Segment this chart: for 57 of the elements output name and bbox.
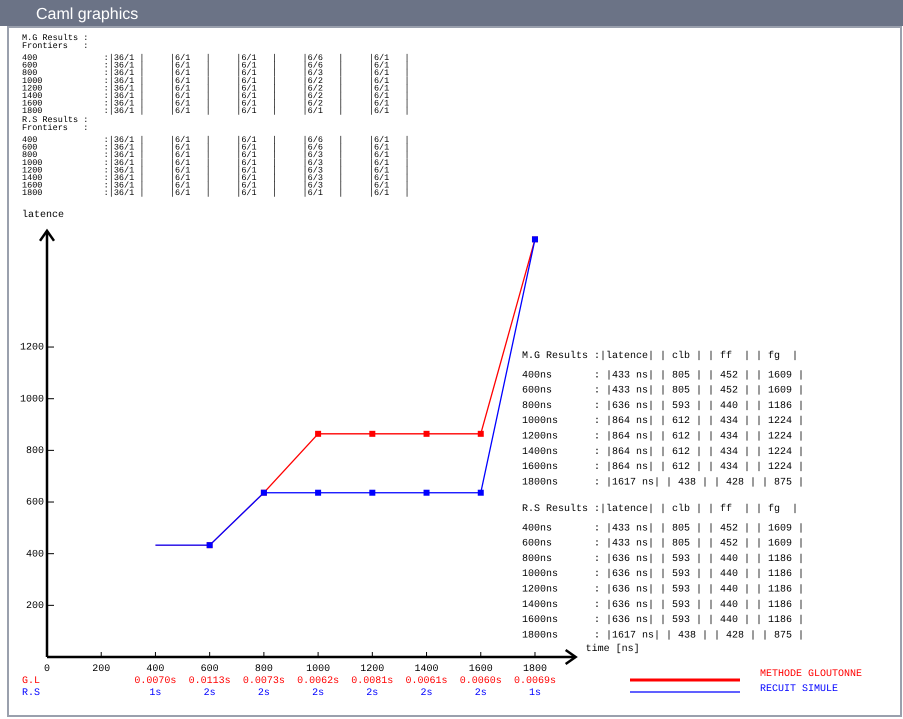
annotation: 1200ns : |864 ns| | 612 | | 434 | | 1224 |: [522, 430, 804, 442]
annotation: M.G Results :|latence| | clb | | ff | | fg |: [522, 350, 798, 362]
annotation: 800ns : |636 ns| | 593 | | 440 | | 1186 |: [522, 552, 804, 565]
annotation: 1000ns : |636 ns| | 593 | | 440 | | 1186 |: [522, 568, 804, 580]
point: [424, 490, 430, 496]
text: Frontiers :: [22, 123, 88, 133]
annotation: 1600ns : |864 ns| | 612 | | 434 | | 1224 |: [522, 461, 804, 474]
annotation: 1000ns : |864 ns| | 612 | | 434 | | 1224 |: [522, 415, 804, 428]
text: 800 :|36/1 | |6/1 | |6/1 | |6/3 | |6/1 |: [22, 68, 410, 78]
point: [424, 430, 430, 437]
x-tick-label: 1000: [306, 664, 330, 675]
x-tick-label: 1600: [468, 664, 493, 675]
text: RECUIT SIMULE: [760, 684, 838, 695]
x-tick-label: 800: [254, 664, 273, 675]
text: Frontiers :: [22, 41, 88, 51]
annotation: 1200ns : |636 ns| | 593 | | 440 | | 1186 |: [522, 584, 804, 596]
text: R.S 1s 2s 2s 2s 2s 2s 2s 1s: [22, 688, 541, 699]
chart-title: Caml graphics: [36, 6, 138, 23]
text: M.G Results :: [22, 33, 88, 43]
point: [315, 490, 322, 496]
text: 1800 :|36/1 | |6/1 | |6/1 | |6/1 | |6/1 |: [22, 188, 410, 198]
y-tick-label: 1000: [20, 394, 44, 406]
x-tick-label: 400: [146, 664, 164, 675]
x-tick-label: 200: [92, 664, 110, 675]
text: 800 :|36/1 | |6/1 | |6/1 | |6/3 | |6/1 |: [22, 150, 410, 160]
annotation: 400ns : |433 ns| | 805 | | 452 | | 1609 |: [522, 369, 804, 382]
annotation: 1600ns : |636 ns| | 593 | | 440 | | 1186 |: [522, 614, 804, 626]
text: METHODE GLOUTONNE: [760, 669, 862, 680]
annotation: 1800ns : |1617 ns| | 438 | | 428 | | 875 |: [522, 476, 804, 488]
point: [315, 430, 322, 437]
x-tick-label: 1800: [522, 664, 547, 675]
x-tick-label: 1200: [360, 664, 384, 675]
annotation: 400ns : |433 ns| | 805 | | 452 | | 1609 |: [522, 522, 804, 534]
annotation: 1400ns : |864 ns| | 612 | | 434 | | 1224 |: [522, 446, 804, 458]
point: [478, 490, 484, 496]
text: R.S Results :: [22, 115, 88, 125]
point: [369, 430, 376, 437]
annotation: 1800ns : |1617 ns| | 438 | | 428 | | 875 |: [522, 629, 804, 642]
annotation: 1400ns : |636 ns| | 593 | | 440 | | 1186 |: [522, 598, 804, 611]
x-tick-label: 1400: [414, 664, 439, 675]
text: G.L 0.0070s 0.0113s 0.0073s 0.0062s 0.0081s 0.0061s 0.0060s 0.0069s: [22, 676, 556, 687]
x-tick-label: 0: [44, 664, 50, 675]
y-tick-label: 1200: [20, 342, 44, 354]
annotation: R.S Results :|latence| | clb | | ff | | fg |: [522, 503, 798, 515]
annotation: 800ns : |636 ns| | 593 | | 440 | | 1186 |: [522, 400, 804, 412]
text: 1800 :|36/1 | |6/1 | |6/1 | |6/1 | |6/1 |: [22, 106, 410, 116]
annotation: 600ns : |433 ns| | 805 | | 452 | | 1609 |: [522, 538, 804, 550]
point: [369, 490, 376, 496]
y-tick-label: 400: [26, 549, 44, 560]
x-axis-title: time [ns]: [586, 643, 640, 655]
point: [478, 430, 484, 437]
y-tick-label: 800: [26, 446, 44, 457]
x-tick-label: 600: [200, 664, 219, 675]
y-axis-title: latence: [22, 208, 64, 221]
y-tick-label: 600: [26, 498, 44, 509]
y-tick-label: 200: [26, 600, 44, 612]
annotation: 600ns : |433 ns| | 805 | | 452 | | 1609 |: [522, 384, 804, 397]
